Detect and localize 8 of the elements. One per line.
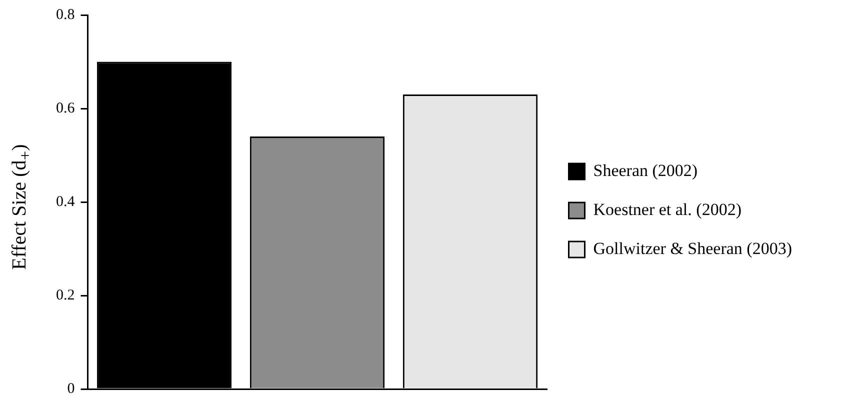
y-tick-label: 0.6	[56, 100, 76, 116]
y-tick-label: 0.2	[56, 287, 75, 304]
legend-label: Gollwitzer & Sheeran (2003)	[593, 238, 792, 258]
y-tick-label: 0	[67, 380, 75, 397]
y-tick-label: 0.4	[56, 194, 76, 210]
legend-label: Koestner et al. (2002)	[593, 200, 742, 219]
y-tick-label: 0.8	[56, 6, 75, 23]
legend-label: Sheeran (2002)	[593, 160, 698, 180]
